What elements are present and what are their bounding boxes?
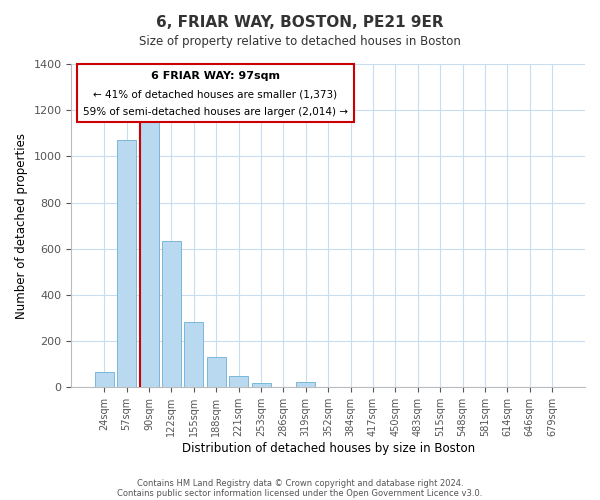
Bar (140, 120, 158, 388)
Text: Size of property relative to detached houses in Boston: Size of property relative to detached ho… (139, 35, 461, 48)
Text: ← 41% of detached houses are smaller (1,373): ← 41% of detached houses are smaller (1,… (93, 90, 337, 100)
Bar (95, 372, 114, 388)
Bar (296, 382, 316, 388)
FancyBboxPatch shape (77, 64, 354, 122)
Text: 59% of semi-detached houses are larger (2,014) →: 59% of semi-detached houses are larger (… (83, 106, 348, 117)
Bar (162, 240, 181, 388)
Bar (251, 382, 271, 388)
Bar (117, 140, 136, 388)
Y-axis label: Number of detached properties: Number of detached properties (15, 132, 28, 318)
Text: 6 FRIAR WAY: 97sqm: 6 FRIAR WAY: 97sqm (151, 70, 280, 81)
Bar (184, 322, 203, 388)
Bar (229, 376, 248, 388)
Text: 6, FRIAR WAY, BOSTON, PE21 9ER: 6, FRIAR WAY, BOSTON, PE21 9ER (156, 15, 444, 30)
X-axis label: Distribution of detached houses by size in Boston: Distribution of detached houses by size … (182, 442, 475, 455)
Bar (207, 358, 226, 388)
Text: Contains HM Land Registry data © Crown copyright and database right 2024.: Contains HM Land Registry data © Crown c… (137, 478, 463, 488)
Text: Contains public sector information licensed under the Open Government Licence v3: Contains public sector information licen… (118, 488, 482, 498)
